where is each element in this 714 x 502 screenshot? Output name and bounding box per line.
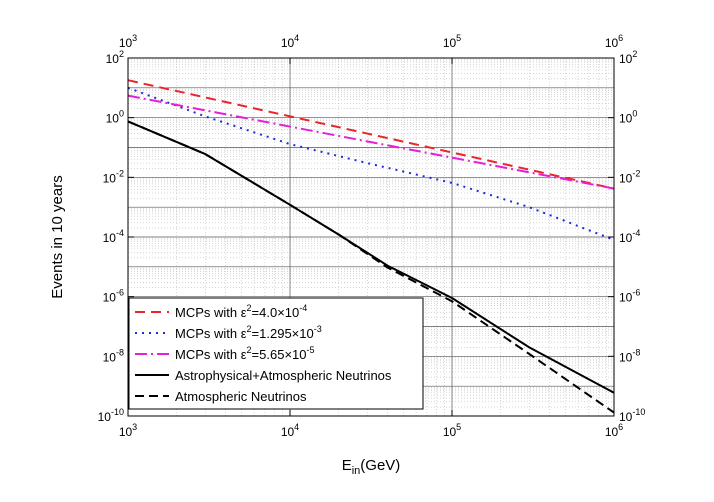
- y-tick-label: 10-8: [103, 347, 124, 364]
- legend-label-5: Atmospheric Neutrinos: [175, 389, 307, 404]
- x-tick-label: 104: [281, 422, 299, 439]
- svg-text:Ein(GeV): Ein(GeV): [342, 457, 401, 477]
- y-tick-label: 10-2: [103, 168, 124, 185]
- x-tick-label-top: 103: [119, 33, 137, 50]
- y-tick-label-right: 10-2: [619, 168, 640, 185]
- y-tick-label-right: 102: [619, 49, 637, 66]
- x-tick-label-top: 105: [443, 33, 461, 50]
- chart-legend: MCPs with ε2=4.0×10-4 MCPs with ε2=1.295×…: [128, 297, 424, 410]
- legend-box: [128, 297, 424, 410]
- y-tick-label: 10-10: [98, 407, 124, 424]
- y-tick-label: 10-4: [103, 228, 124, 245]
- chart-series-group: [127, 79, 615, 414]
- y-tick-label-right: 10-8: [619, 347, 640, 364]
- series-line-1: [127, 79, 615, 190]
- plot-frame: [127, 57, 615, 417]
- y-tick-label-right: 10-6: [619, 288, 640, 305]
- y-tick-label-right: 100: [619, 109, 637, 126]
- svg-text:Events in 10 years: Events in 10 years: [49, 175, 66, 298]
- x-tick-label-top: 106: [605, 33, 623, 50]
- x-axis-label: Ein(GeV): [342, 457, 401, 477]
- x-tick-label: 105: [443, 422, 461, 439]
- y-tick-label: 10-6: [103, 288, 124, 305]
- legend-label-2: MCPs with ε2=1.295×10-3: [175, 324, 322, 341]
- legend-label-4: Astrophysical+Atmospheric Neutrinos: [175, 368, 392, 383]
- legend-label-3: MCPs with ε2=5.65×10-5: [175, 345, 315, 362]
- y-tick-label: 100: [106, 109, 124, 126]
- x-tick-label-top: 104: [281, 33, 299, 50]
- y-tick-label-right: 10-4: [619, 228, 640, 245]
- x-tick-label: 106: [605, 422, 623, 439]
- series-line-3: [127, 94, 615, 190]
- series-line-5: [127, 120, 615, 414]
- y-axis-label: Events in 10 years: [49, 175, 66, 298]
- series-line-2: [127, 86, 615, 241]
- legend-label-1: MCPs with ε2=4.0×10-4: [175, 303, 307, 320]
- y-tick-label-right: 10-10: [619, 407, 645, 424]
- x-tick-label: 103: [119, 422, 137, 439]
- y-tick-label: 102: [106, 49, 124, 66]
